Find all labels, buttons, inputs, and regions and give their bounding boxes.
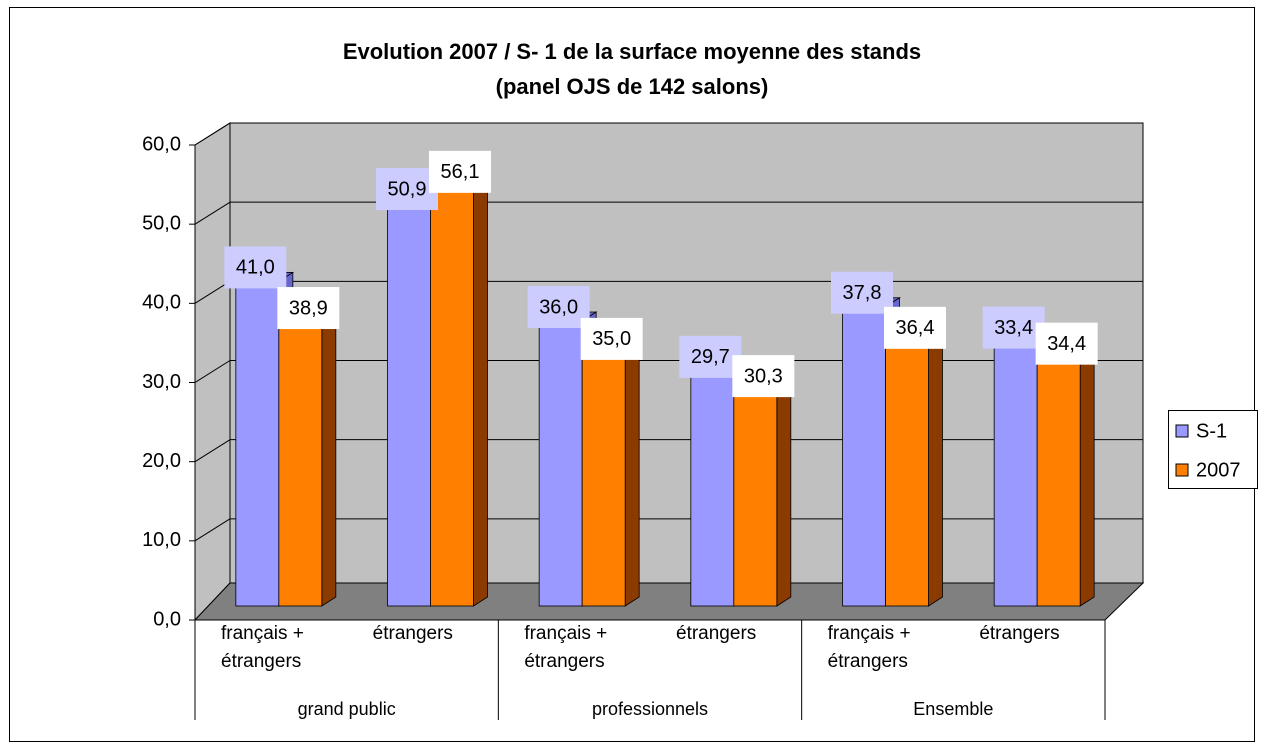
data-label: 36,4 <box>896 317 935 339</box>
bar <box>733 365 778 607</box>
grid-line <box>194 201 231 225</box>
x-tick-label: étrangers <box>676 623 757 644</box>
group-label: professionnels <box>592 699 708 719</box>
x-tick-label: étrangers <box>372 623 453 644</box>
data-label: 35,0 <box>592 328 631 350</box>
data-label: 34,4 <box>1047 333 1086 355</box>
legend-label: 2007 <box>1196 459 1241 481</box>
bar <box>1036 333 1081 607</box>
label-box <box>277 287 340 330</box>
label-box <box>679 335 742 378</box>
label-box <box>429 150 491 193</box>
data-label: 41,0 <box>236 257 275 279</box>
bar <box>278 297 323 607</box>
data-label: 30,3 <box>744 365 783 387</box>
label-box <box>580 317 643 360</box>
y-tick-label: 30,0 <box>142 371 181 393</box>
bar-side <box>624 319 640 607</box>
x-tick-label: français + étrangers <box>524 623 608 672</box>
y-tick-label: 0,0 <box>153 608 181 630</box>
label-box <box>831 271 893 314</box>
data-label: 56,1 <box>441 161 480 183</box>
bar-side <box>928 308 943 607</box>
grid-line <box>194 518 231 542</box>
x-tick-label: français + étrangers <box>827 623 911 672</box>
x-tick-label: étrangers <box>979 623 1060 644</box>
label-box <box>376 168 438 211</box>
bar-side <box>1079 323 1095 607</box>
label-box <box>982 306 1045 349</box>
legend-swatch <box>1175 424 1189 438</box>
y-tick-label: 40,0 <box>142 292 181 314</box>
bar <box>430 161 474 607</box>
label-box <box>527 286 590 328</box>
label-box <box>224 246 287 289</box>
bar <box>885 317 929 607</box>
y-tick-label: 10,0 <box>142 529 181 551</box>
grid-line <box>194 439 231 463</box>
y-tick-label: 20,0 <box>142 450 181 472</box>
grid-line <box>194 122 231 146</box>
data-label: 36,0 <box>539 296 578 318</box>
group-label: Ensemble <box>913 699 993 719</box>
data-label: 50,9 <box>388 178 427 200</box>
data-label: 33,4 <box>994 317 1033 339</box>
bar <box>993 341 1038 607</box>
bar <box>538 320 583 607</box>
bar <box>581 328 626 607</box>
bar <box>842 306 886 607</box>
y-tick-label: 60,0 <box>142 133 181 155</box>
grid-line <box>194 360 231 383</box>
x-tick-label: français + étrangers <box>221 623 304 672</box>
grid-line <box>194 280 231 304</box>
chart-title: Evolution 2007 / S- 1 de la surface moye… <box>343 39 921 64</box>
label-box <box>732 355 795 398</box>
label-box <box>884 306 946 349</box>
data-label: 29,7 <box>691 346 730 368</box>
legend-label: S-1 <box>1196 420 1227 442</box>
group-label: grand public <box>298 699 396 719</box>
legend-swatch <box>1175 463 1189 477</box>
bar-side <box>473 152 488 607</box>
label-box <box>1035 322 1098 365</box>
data-label: 38,9 <box>289 297 328 319</box>
bar <box>387 202 431 607</box>
bar <box>690 370 735 607</box>
chart-title: (panel OJS de 142 salons) <box>496 74 769 99</box>
bar <box>235 281 280 607</box>
data-label: 37,8 <box>843 282 882 304</box>
bar-side <box>321 288 337 607</box>
y-tick-label: 50,0 <box>142 212 181 234</box>
